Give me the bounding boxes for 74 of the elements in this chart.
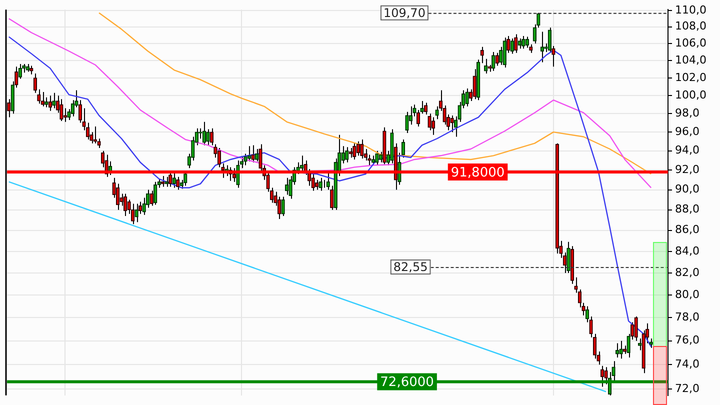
y-tick-label: 100,0 [675,88,706,102]
candlestick [345,146,349,163]
candlestick [405,111,409,134]
candlestick [518,38,522,50]
y-tick-label: 80,0 [675,288,700,301]
candlestick [525,36,529,48]
candlestick [492,51,496,72]
candlestick [472,68,476,100]
candlestick [254,148,259,162]
ref-line-label: 72,6000 [380,375,434,390]
candlestick [37,88,41,104]
candlestick [217,148,222,168]
candlestick [44,96,48,108]
y-tick-label: 102,0 [675,70,706,84]
candlestick [540,31,544,63]
candlestick [251,144,255,163]
candlestick [93,126,98,144]
y-tick-label: 108,0 [675,20,706,33]
candlestick [626,333,630,358]
y-tick-label: 92,0 [675,162,700,176]
candlestick [168,172,172,188]
candlestick [300,155,304,172]
candlestick [510,38,514,54]
candlestick [154,181,158,206]
candlestick [281,196,285,216]
candlestick [619,340,623,360]
y-tick-label: 78,0 [675,310,700,324]
candlestick [424,102,428,116]
candlestick [450,114,454,133]
candlestick [33,73,37,94]
y-tick-label: 96,0 [675,124,700,138]
candlestick [210,128,214,146]
y-tick-label: 72,0 [675,382,700,396]
y-tick-label: 86,0 [675,223,700,236]
candlestick [52,92,56,109]
candlestick [60,98,64,122]
candlestick [134,203,138,223]
y-tick-label: 104,0 [675,53,706,66]
ref-line-label: 109,70 [383,6,426,20]
y-tick-label: 106,0 [675,36,706,50]
y-tick-label: 98,0 [675,106,700,120]
y-tick-label: 110,0 [675,3,706,16]
candlestick [318,177,322,192]
candlestick [244,153,248,166]
y-tick-label: 94,0 [675,144,700,157]
candlestick [221,162,225,178]
candlestick [172,172,176,188]
candlestick [375,150,379,166]
candlestick [566,241,570,274]
candlestick [435,106,439,120]
candlestick [258,144,262,173]
ref-line-label: 82,55 [393,260,428,274]
candlestick [495,52,499,66]
y-tick-label: 84,0 [675,244,700,258]
candlestick [431,116,436,136]
ref-line-label: 91,8000 [450,165,505,180]
candlestick [206,128,210,146]
candlestick [198,128,202,140]
candlestick [428,113,432,131]
candlestick [378,151,383,163]
y-tick-label: 74,0 [675,358,700,371]
y-tick-label: 76,0 [675,334,700,347]
candlestick [360,139,364,160]
candlestick [522,35,526,50]
candlestick [465,88,469,107]
candlestick [634,316,638,342]
candlestick [247,146,252,162]
candlestick [600,365,604,388]
candlestick [130,203,135,225]
candlestick [604,366,608,385]
candlestick [40,92,45,107]
y-tick-label: 90,0 [675,182,700,196]
y-tick-label: 82,0 [675,266,700,279]
y-tick-label: 88,0 [675,202,700,216]
